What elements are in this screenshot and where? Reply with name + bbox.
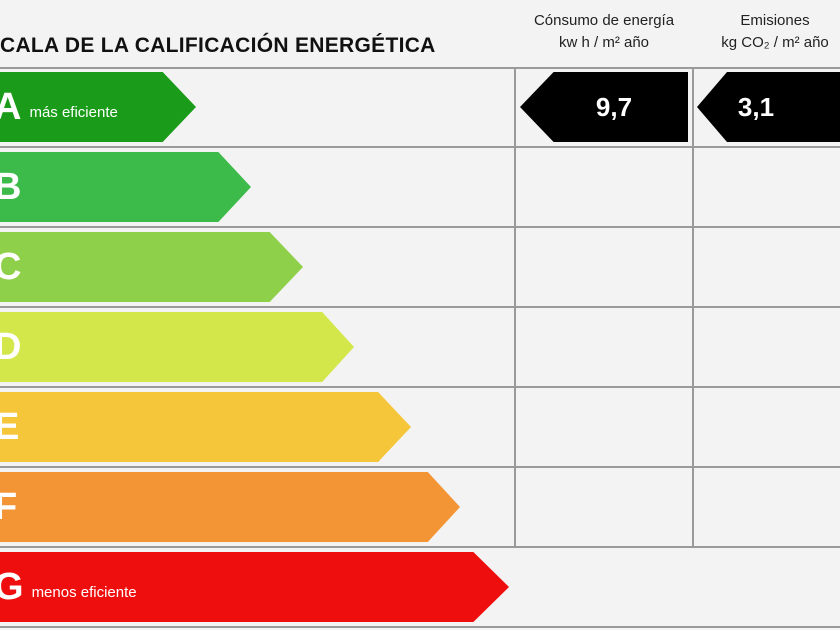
column-divider bbox=[692, 67, 694, 547]
emisiones-header: Emisiones kg CO₂ / m² año bbox=[700, 10, 840, 54]
row-divider bbox=[0, 466, 840, 468]
rating-band-e: E bbox=[0, 392, 411, 462]
consumo-value-arrow: 9,7 bbox=[520, 72, 688, 142]
rating-letter: F bbox=[0, 485, 18, 528]
consumo-header: Cónsumo de energía kw h / m² año bbox=[515, 10, 693, 54]
consumo-header-unit: kw h / m² año bbox=[558, 34, 650, 51]
rating-band-d: D bbox=[0, 312, 354, 382]
row-divider bbox=[0, 226, 840, 228]
row-divider bbox=[0, 146, 840, 148]
rating-letter: G bbox=[0, 565, 24, 608]
rating-description: menos eficiente bbox=[31, 583, 137, 601]
rating-description: más eficiente bbox=[29, 103, 118, 121]
consumo-value: 9,7 bbox=[595, 91, 633, 122]
row-divider bbox=[0, 386, 840, 388]
rating-band-c: C bbox=[0, 232, 303, 302]
rating-band-a: A más eficiente bbox=[0, 72, 196, 142]
emisiones-value: 3,1 bbox=[737, 91, 775, 122]
column-divider bbox=[514, 67, 516, 547]
row-divider bbox=[0, 67, 840, 69]
emisiones-header-title: Emisiones bbox=[740, 12, 810, 29]
row-divider bbox=[0, 306, 840, 308]
rating-letter: E bbox=[0, 405, 20, 448]
emisiones-value-arrow: 3,1 bbox=[697, 72, 840, 142]
row-divider bbox=[0, 546, 840, 548]
rating-letter: D bbox=[0, 325, 22, 368]
rating-band-f: F bbox=[0, 472, 460, 542]
consumo-header-title: Cónsumo de energía bbox=[533, 12, 675, 29]
rating-letter: B bbox=[0, 165, 22, 208]
rating-letter: A bbox=[0, 85, 22, 128]
emisiones-header-unit: kg CO₂ / m² año bbox=[721, 34, 829, 51]
page-title: CALA DE LA CALIFICACIÓN ENERGÉTICA bbox=[0, 34, 436, 57]
row-divider bbox=[0, 626, 840, 628]
rating-letter: C bbox=[0, 245, 22, 288]
rating-band-g: G menos eficiente bbox=[0, 552, 509, 622]
rating-band-b: B bbox=[0, 152, 251, 222]
